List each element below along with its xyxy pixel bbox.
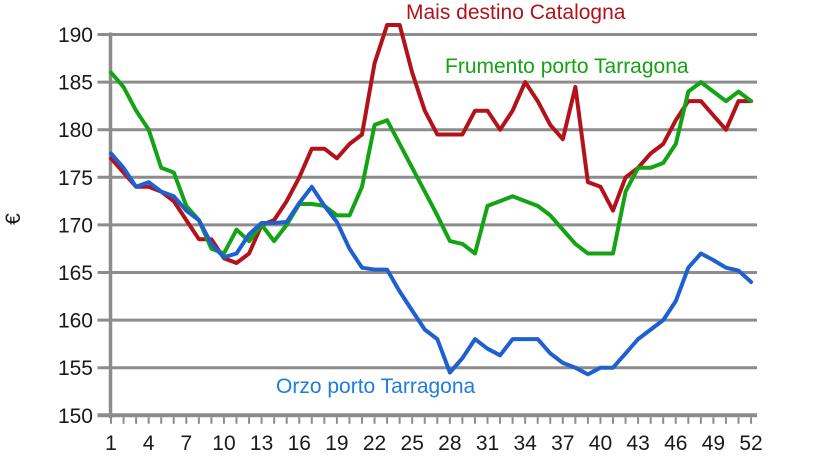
x-tick-label: 43: [626, 432, 649, 455]
series-label-frumento: Frumento porto Tarragona: [445, 55, 689, 78]
x-tick-label: 13: [250, 432, 273, 455]
x-tick-label: 10: [212, 432, 235, 455]
x-tick-label: 7: [180, 432, 192, 455]
x-tick-label: 31: [476, 432, 499, 455]
x-tick-label: 19: [325, 432, 348, 455]
series-label-mais: Mais destino Catalogna: [406, 1, 626, 24]
y-tick-label: 165: [58, 262, 93, 285]
y-tick-label: 190: [58, 24, 93, 47]
x-tick-label: 52: [739, 432, 762, 455]
x-tick-label: 46: [664, 432, 687, 455]
x-tick-label: 40: [589, 432, 612, 455]
x-tick-label: 22: [363, 432, 386, 455]
y-tick-label: 170: [58, 214, 93, 237]
x-tick-label: 28: [438, 432, 461, 455]
series-line-2: [109, 151, 754, 377]
y-tick-label: 185: [58, 72, 93, 95]
y-tick-label: 155: [58, 357, 93, 380]
y-tick-label: 150: [58, 405, 93, 428]
x-tick-label: 4: [143, 432, 155, 455]
x-tick-label: 25: [401, 432, 424, 455]
y-tick-label: 175: [58, 167, 93, 190]
series-label-orzo: Orzo porto Tarragona: [276, 375, 476, 398]
y-tick-label: 160: [58, 310, 93, 333]
x-tick-label: 37: [551, 432, 574, 455]
x-tick-label: 49: [702, 432, 725, 455]
x-tick-label: 34: [513, 432, 537, 455]
x-tick-label: 1: [105, 432, 117, 455]
y-axis-unit-label: €: [2, 213, 25, 225]
x-tick-label: 16: [288, 432, 311, 455]
y-tick-label: 180: [58, 119, 93, 142]
